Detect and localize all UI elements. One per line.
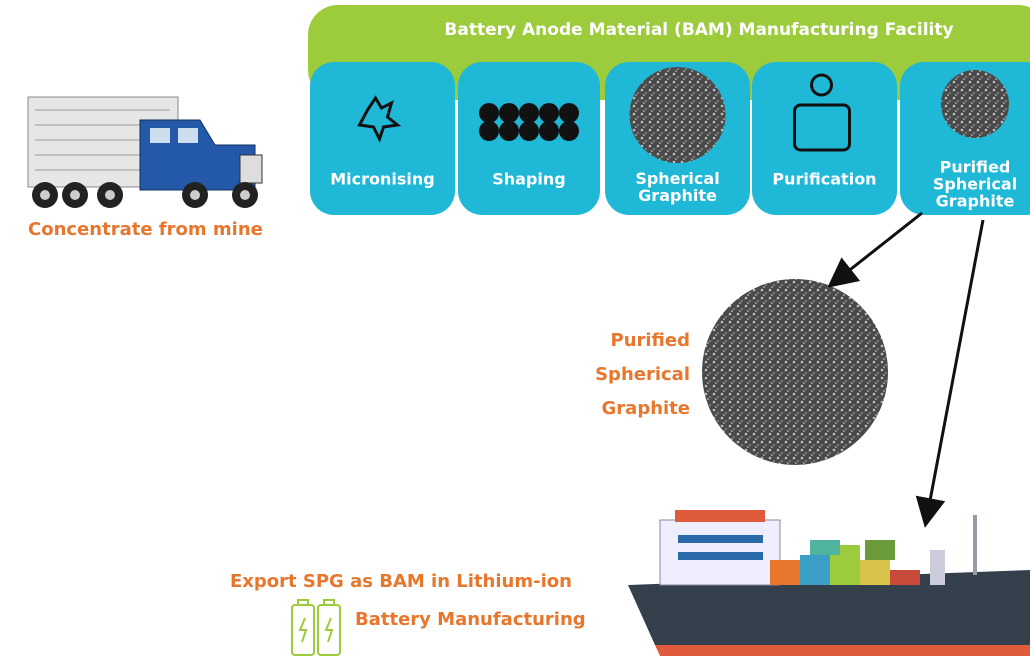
step-icon xyxy=(479,103,499,123)
step-label: Graphite xyxy=(638,186,717,205)
steps: Micronising Shaping SphericalGraphitePurif… xyxy=(310,62,1030,215)
step-icon xyxy=(629,67,726,163)
export-label: Export SPG as BAM in Lithium-ion xyxy=(230,571,572,592)
step-icon xyxy=(479,121,499,141)
step-icon xyxy=(539,103,559,123)
step-label: Purified xyxy=(940,158,1011,177)
step-icon xyxy=(793,103,851,152)
step-label: Purification xyxy=(772,170,876,189)
arrow xyxy=(827,211,923,288)
product-label: Graphite xyxy=(602,398,690,419)
step-icon xyxy=(559,121,579,141)
step-icon xyxy=(539,121,559,141)
facility-title: Battery Anode Material (BAM) Manufacturi… xyxy=(444,20,953,40)
truck xyxy=(27,96,263,208)
step-label: Shaping xyxy=(492,170,566,189)
step-label: Spherical xyxy=(635,169,719,188)
step-icon xyxy=(519,103,539,123)
graphite-sample xyxy=(702,279,888,465)
step-tile xyxy=(310,62,455,215)
step-icon xyxy=(357,95,402,143)
step-label: Spherical xyxy=(933,175,1017,194)
step-icon xyxy=(810,73,833,97)
step-icon xyxy=(499,121,519,141)
step-icon xyxy=(559,103,579,123)
truck-label: Concentrate from mine xyxy=(28,219,263,240)
battery-icon xyxy=(291,599,341,656)
arrow xyxy=(915,219,985,528)
step-label: Graphite xyxy=(936,192,1015,211)
step-tile xyxy=(752,62,897,215)
product-label: Purified xyxy=(611,330,691,351)
export-label: Battery Manufacturing xyxy=(355,609,586,630)
ship xyxy=(628,510,1030,656)
step-icon xyxy=(519,121,539,141)
product-label: Spherical xyxy=(595,364,690,385)
step-label: Micronising xyxy=(330,170,435,189)
step-icon xyxy=(499,103,519,123)
step-icon xyxy=(941,70,1009,138)
